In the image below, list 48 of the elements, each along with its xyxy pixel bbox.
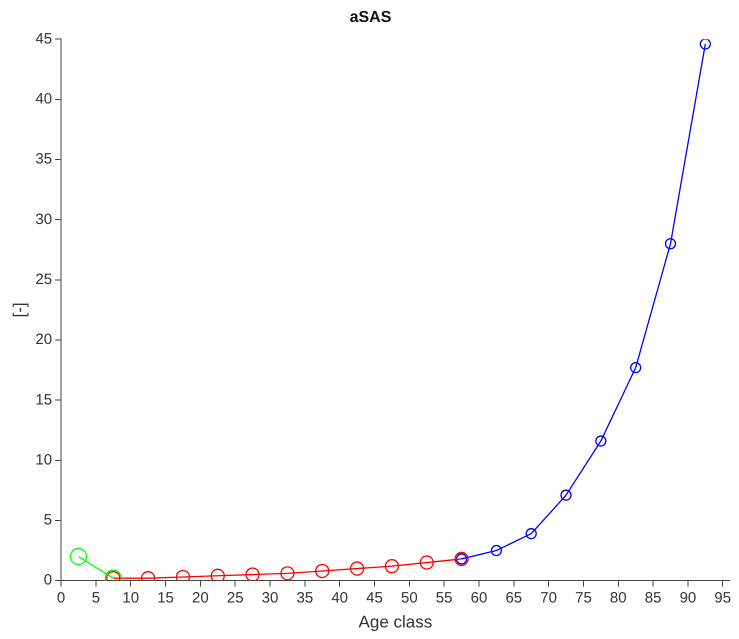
y-tick-label: 15 (35, 391, 52, 408)
x-tick-label: 70 (540, 590, 557, 607)
x-tick-label: 45 (366, 590, 383, 607)
x-tick-label: 35 (296, 590, 314, 607)
x-tick-label: 25 (226, 590, 244, 607)
x-tick-label: 65 (505, 590, 522, 607)
y-tick-label: 5 (44, 512, 52, 529)
point (420, 555, 434, 570)
x-tick-label: 0 (56, 590, 66, 607)
point (315, 564, 330, 578)
x-axis-title: Age class (358, 612, 432, 632)
point (700, 39, 711, 50)
y-tick-label: 40 (35, 90, 52, 108)
y-tick-label: 30 (35, 210, 52, 228)
point (384, 559, 400, 574)
y-tick-label: 25 (35, 270, 52, 288)
x-tick-label: 40 (331, 590, 348, 607)
x-tick-label: 20 (192, 590, 209, 607)
x-tick-label: 90 (680, 590, 696, 607)
point (526, 528, 537, 540)
point (245, 567, 260, 581)
x-tick-label: 5 (92, 590, 100, 607)
y-tick-label: 20 (35, 331, 52, 348)
x-tick-label: 55 (436, 590, 452, 607)
y-axis-title: [-] (10, 302, 29, 318)
x-tick-label: 15 (157, 590, 174, 607)
x-tick-label: 50 (400, 590, 418, 607)
point (280, 566, 295, 581)
x-tick-label: 75 (575, 590, 592, 607)
x-tick-label: 80 (610, 590, 627, 607)
x-tick-label: 95 (714, 590, 732, 607)
y-tick-label: 0 (44, 572, 52, 589)
point (350, 561, 364, 576)
chart-title: aSAS (350, 9, 392, 26)
point (595, 435, 606, 447)
point (560, 490, 572, 501)
y-tick-label: 10 (35, 451, 52, 468)
x-tick-label: 60 (470, 590, 488, 607)
point (664, 238, 676, 250)
y-tick-label: 35 (35, 150, 52, 168)
point (490, 544, 502, 556)
point (630, 362, 642, 374)
y-tick-label: 45 (35, 30, 52, 48)
x-tick-label: 85 (644, 590, 662, 607)
point (70, 548, 88, 566)
point (210, 568, 225, 581)
x-tick-label: 10 (122, 590, 140, 607)
x-tick-label: 30 (262, 590, 278, 607)
